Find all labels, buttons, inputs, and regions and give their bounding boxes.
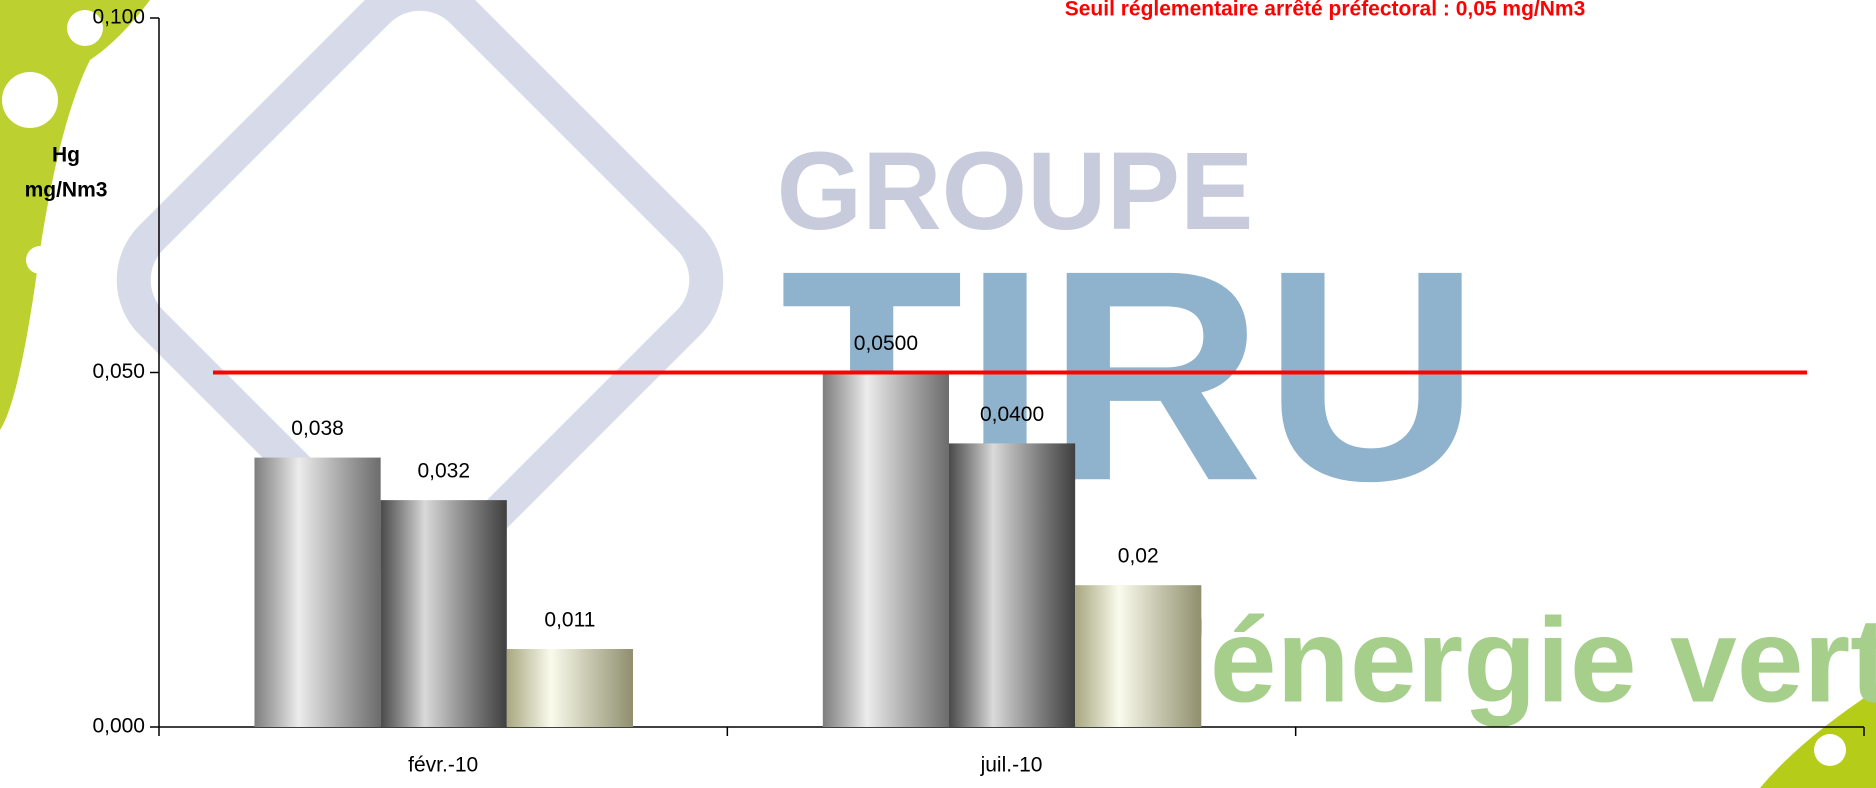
chart: GROUPE TIRU d’énergie verte Seuil réglem…: [0, 0, 1876, 788]
y-axis-label: mg/Nm3: [25, 179, 108, 202]
page: {"chart_data": { "type": "bar", "categor…: [0, 0, 1876, 788]
value-label: 0,0500: [854, 332, 918, 355]
bar: [823, 373, 949, 728]
y-tick-label: 0,000: [92, 715, 145, 738]
value-label: 0,032: [417, 460, 470, 483]
x-tick-label: févr.-10: [408, 754, 478, 777]
bar: [254, 458, 380, 727]
value-label: 0,038: [291, 417, 344, 440]
bar: [507, 649, 633, 727]
y-axis-label: Hg: [52, 144, 80, 167]
value-label: 0,011: [544, 609, 595, 632]
value-label: 0,02: [1118, 545, 1159, 568]
bar: [1075, 585, 1201, 727]
x-tick-label: juil.-10: [980, 754, 1043, 777]
threshold-label: Seuil réglementaire arrêté préfectoral :…: [1065, 0, 1586, 21]
bar: [949, 443, 1075, 727]
watermark-text: d’énergie verte: [1103, 594, 1876, 728]
y-tick-label: 0,100: [92, 6, 145, 29]
bar: [381, 500, 507, 727]
y-tick-label: 0,050: [92, 360, 145, 383]
value-label: 0,0400: [980, 403, 1044, 426]
